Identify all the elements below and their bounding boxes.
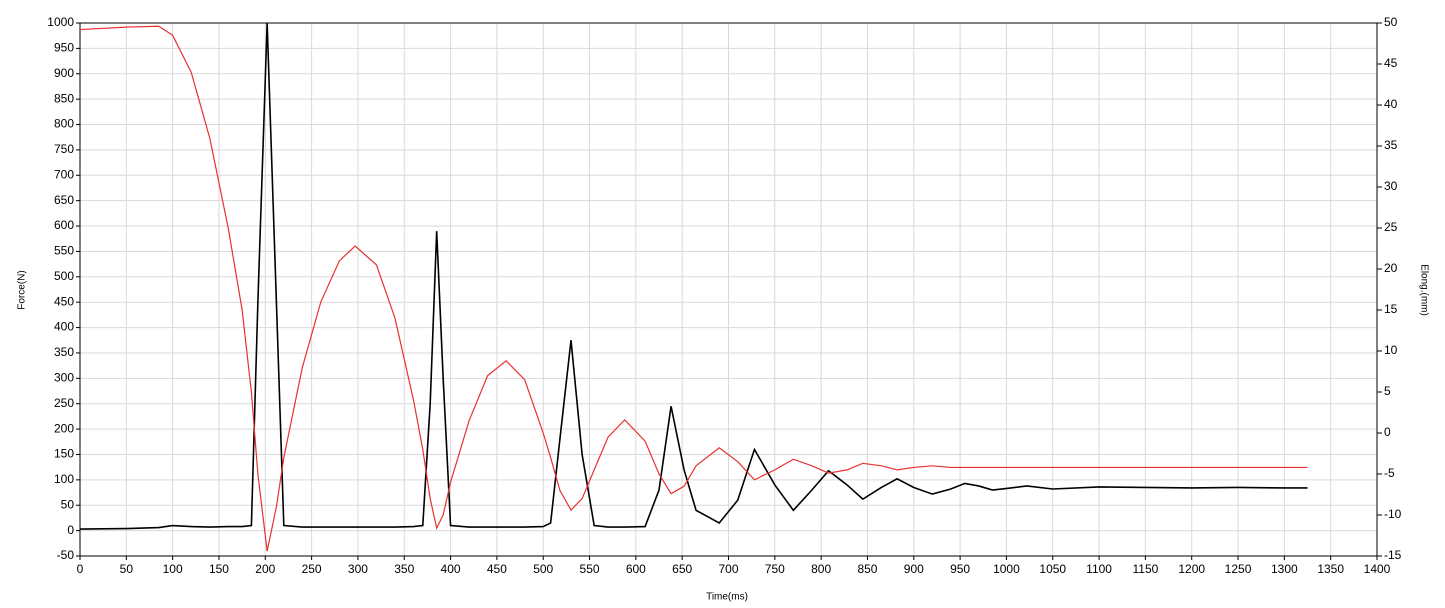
y2-tick-label: 10 xyxy=(1384,343,1398,357)
y2-tick-label: -15 xyxy=(1384,548,1402,562)
y-tick-label: 600 xyxy=(54,218,74,232)
x-tick-label: 100 xyxy=(163,562,183,576)
x-tick-label: 1300 xyxy=(1271,562,1298,576)
y-tick-label: 750 xyxy=(54,142,74,156)
y-tick-label: 500 xyxy=(54,269,74,283)
y-tick-label: 0 xyxy=(67,523,74,537)
x-tick-label: 750 xyxy=(765,562,785,576)
y-tick-label: 900 xyxy=(54,66,74,80)
x-tick-label: 350 xyxy=(394,562,414,576)
x-tick-label: 1400 xyxy=(1364,562,1391,576)
x-tick-label: 1150 xyxy=(1132,562,1158,576)
x-tick-label: 300 xyxy=(348,562,368,576)
plot-frame xyxy=(79,22,1378,557)
x-tick-label: 200 xyxy=(255,562,275,576)
x-tick-label: 150 xyxy=(209,562,229,576)
x-axis-label: Time(ms) xyxy=(706,592,748,603)
y-tick-label: 400 xyxy=(54,320,74,334)
y-tick-label: 850 xyxy=(54,91,74,105)
x-tick-label: 450 xyxy=(487,562,507,576)
y2-tick-label: 0 xyxy=(1384,425,1391,439)
x-tick-label: 1350 xyxy=(1317,562,1344,576)
x-tick-label: 50 xyxy=(120,562,134,576)
x-tick-label: 1000 xyxy=(993,562,1020,576)
y-tick-label: 950 xyxy=(54,41,74,55)
x-tick-label: 250 xyxy=(302,562,322,576)
x-tick-label: 1100 xyxy=(1086,562,1112,576)
x-tick-label: 0 xyxy=(77,562,84,576)
y-tick-label: 800 xyxy=(54,117,74,131)
y-tick-label: 150 xyxy=(54,447,74,461)
y2-tick-label: -10 xyxy=(1384,507,1402,521)
y-tick-label: 350 xyxy=(54,345,74,359)
x-tick-label: 1250 xyxy=(1225,562,1252,576)
y2-axis-label: Elong.(mm) xyxy=(1418,264,1429,316)
x-tick-label: 850 xyxy=(857,562,877,576)
x-tick-label: 500 xyxy=(533,562,553,576)
x-tick-label: 400 xyxy=(441,562,461,576)
series-line xyxy=(79,22,1308,530)
y-tick-label: 200 xyxy=(54,421,74,435)
y2-tick-label: 40 xyxy=(1384,97,1398,111)
y-tick-label: 100 xyxy=(54,472,74,486)
y2-tick-label: 25 xyxy=(1384,220,1398,234)
x-tick-label: 650 xyxy=(672,562,692,576)
x-tick-label: 600 xyxy=(626,562,646,576)
y-tick-label: -50 xyxy=(57,548,75,562)
x-tick-label: 1050 xyxy=(1039,562,1066,576)
x-tick-label: 550 xyxy=(580,562,600,576)
y-tick-label: 700 xyxy=(54,167,74,181)
y2-tick-label: 50 xyxy=(1384,15,1398,29)
y2-tick-label: 5 xyxy=(1384,384,1391,398)
y2-tick-label: 45 xyxy=(1384,56,1398,70)
y2-tick-label: -5 xyxy=(1384,466,1395,480)
y-tick-label: 450 xyxy=(54,294,74,308)
y-tick-label: 650 xyxy=(54,193,74,207)
x-tick-label: 950 xyxy=(950,562,970,576)
y-axis-label: Force(N) xyxy=(17,270,28,309)
y2-tick-label: 20 xyxy=(1384,261,1398,275)
y-tick-label: 550 xyxy=(54,244,74,258)
y-tick-label: 250 xyxy=(54,396,74,410)
x-tick-label: 700 xyxy=(718,562,738,576)
x-tick-label: 1200 xyxy=(1178,562,1205,576)
x-tick-label: 800 xyxy=(811,562,831,576)
x-tick-label: 900 xyxy=(904,562,924,576)
y-tick-label: 1000 xyxy=(47,15,74,29)
series-line xyxy=(79,25,1308,552)
y2-tick-label: 15 xyxy=(1384,302,1398,316)
y-tick-label: 300 xyxy=(54,371,74,385)
y2-tick-label: 35 xyxy=(1384,138,1398,152)
y2-tick-label: 30 xyxy=(1384,179,1398,193)
y-tick-label: 50 xyxy=(61,497,75,511)
